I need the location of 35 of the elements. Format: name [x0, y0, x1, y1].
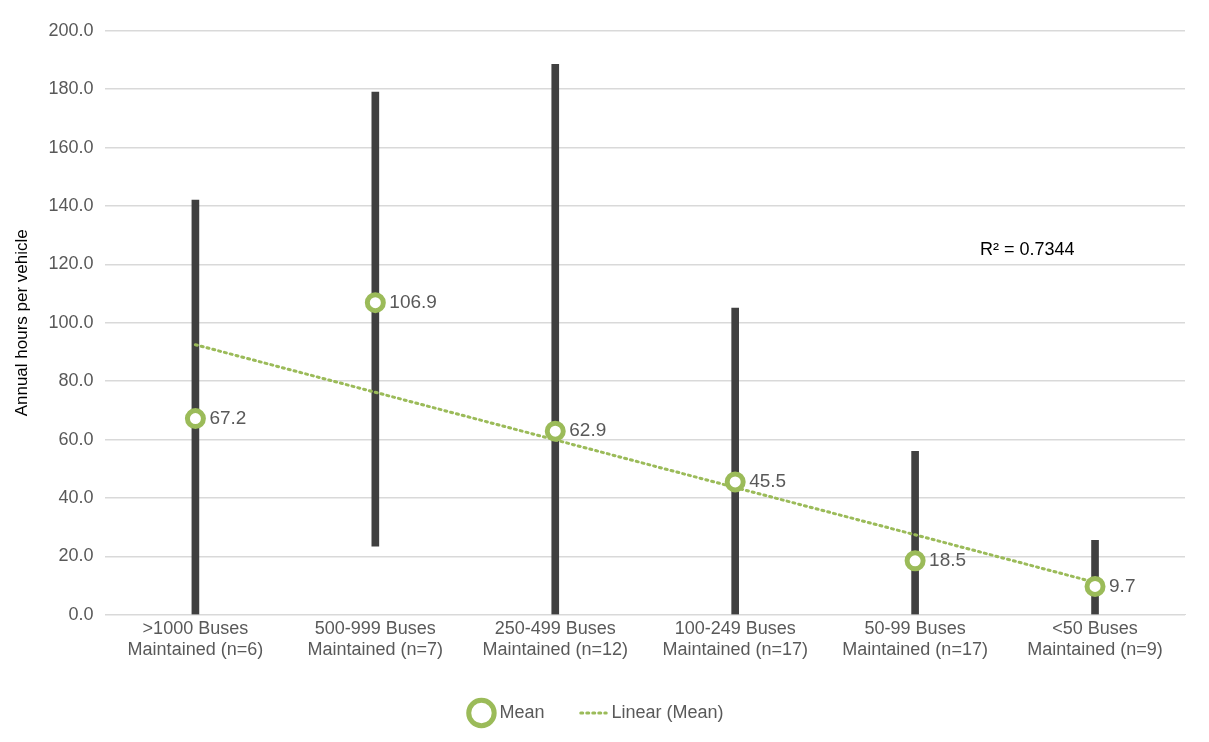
- y-tick-label: 120.0: [48, 253, 94, 274]
- y-tick-label: 0.0: [68, 603, 94, 624]
- bar: [731, 307, 740, 615]
- point: [1084, 575, 1106, 597]
- legend-label: Linear (Mean): [611, 701, 724, 722]
- y-tick-label: 160.0: [48, 136, 94, 157]
- y-axis-title: Annual hours per vehicle: [11, 229, 31, 417]
- x-tick-label: 50-99 Buses Maintained (n=17): [842, 617, 988, 660]
- y-tick-label: 180.0: [48, 78, 94, 99]
- point: [724, 471, 746, 493]
- x-tick-label: 100-249 Buses Maintained (n=17): [662, 617, 808, 660]
- point: [364, 292, 386, 314]
- data-label: 45.5: [749, 470, 787, 492]
- data-label: 62.9: [569, 419, 607, 441]
- data-label: 18.5: [929, 549, 967, 571]
- legend-label: Mean: [499, 701, 545, 722]
- x-tick-label: >1000 Buses Maintained (n=6): [127, 617, 264, 660]
- data-label: 106.9: [389, 290, 437, 312]
- y-tick-label: 80.0: [58, 370, 94, 391]
- bar: [551, 64, 560, 615]
- y-tick-label: 20.0: [58, 545, 94, 566]
- y-tick-label: 200.0: [48, 19, 94, 40]
- x-tick-label: 500-999 Buses Maintained (n=7): [307, 617, 444, 660]
- y-tick-label: 100.0: [48, 311, 94, 332]
- point: [544, 420, 566, 442]
- x-tick-label: 250-499 Buses Maintained (n=12): [482, 617, 629, 660]
- point: [184, 408, 206, 430]
- y-tick-label: 140.0: [48, 194, 94, 215]
- x-tick-label: <50 Buses Maintained (n=9): [1027, 617, 1163, 660]
- data-label: 9.7: [1109, 574, 1136, 596]
- data-label: 67.2: [209, 406, 247, 428]
- y-tick-label: 60.0: [58, 428, 94, 449]
- point: [904, 550, 926, 572]
- annotation: R² = 0.7344: [979, 238, 1075, 259]
- y-tick-label: 40.0: [58, 486, 94, 507]
